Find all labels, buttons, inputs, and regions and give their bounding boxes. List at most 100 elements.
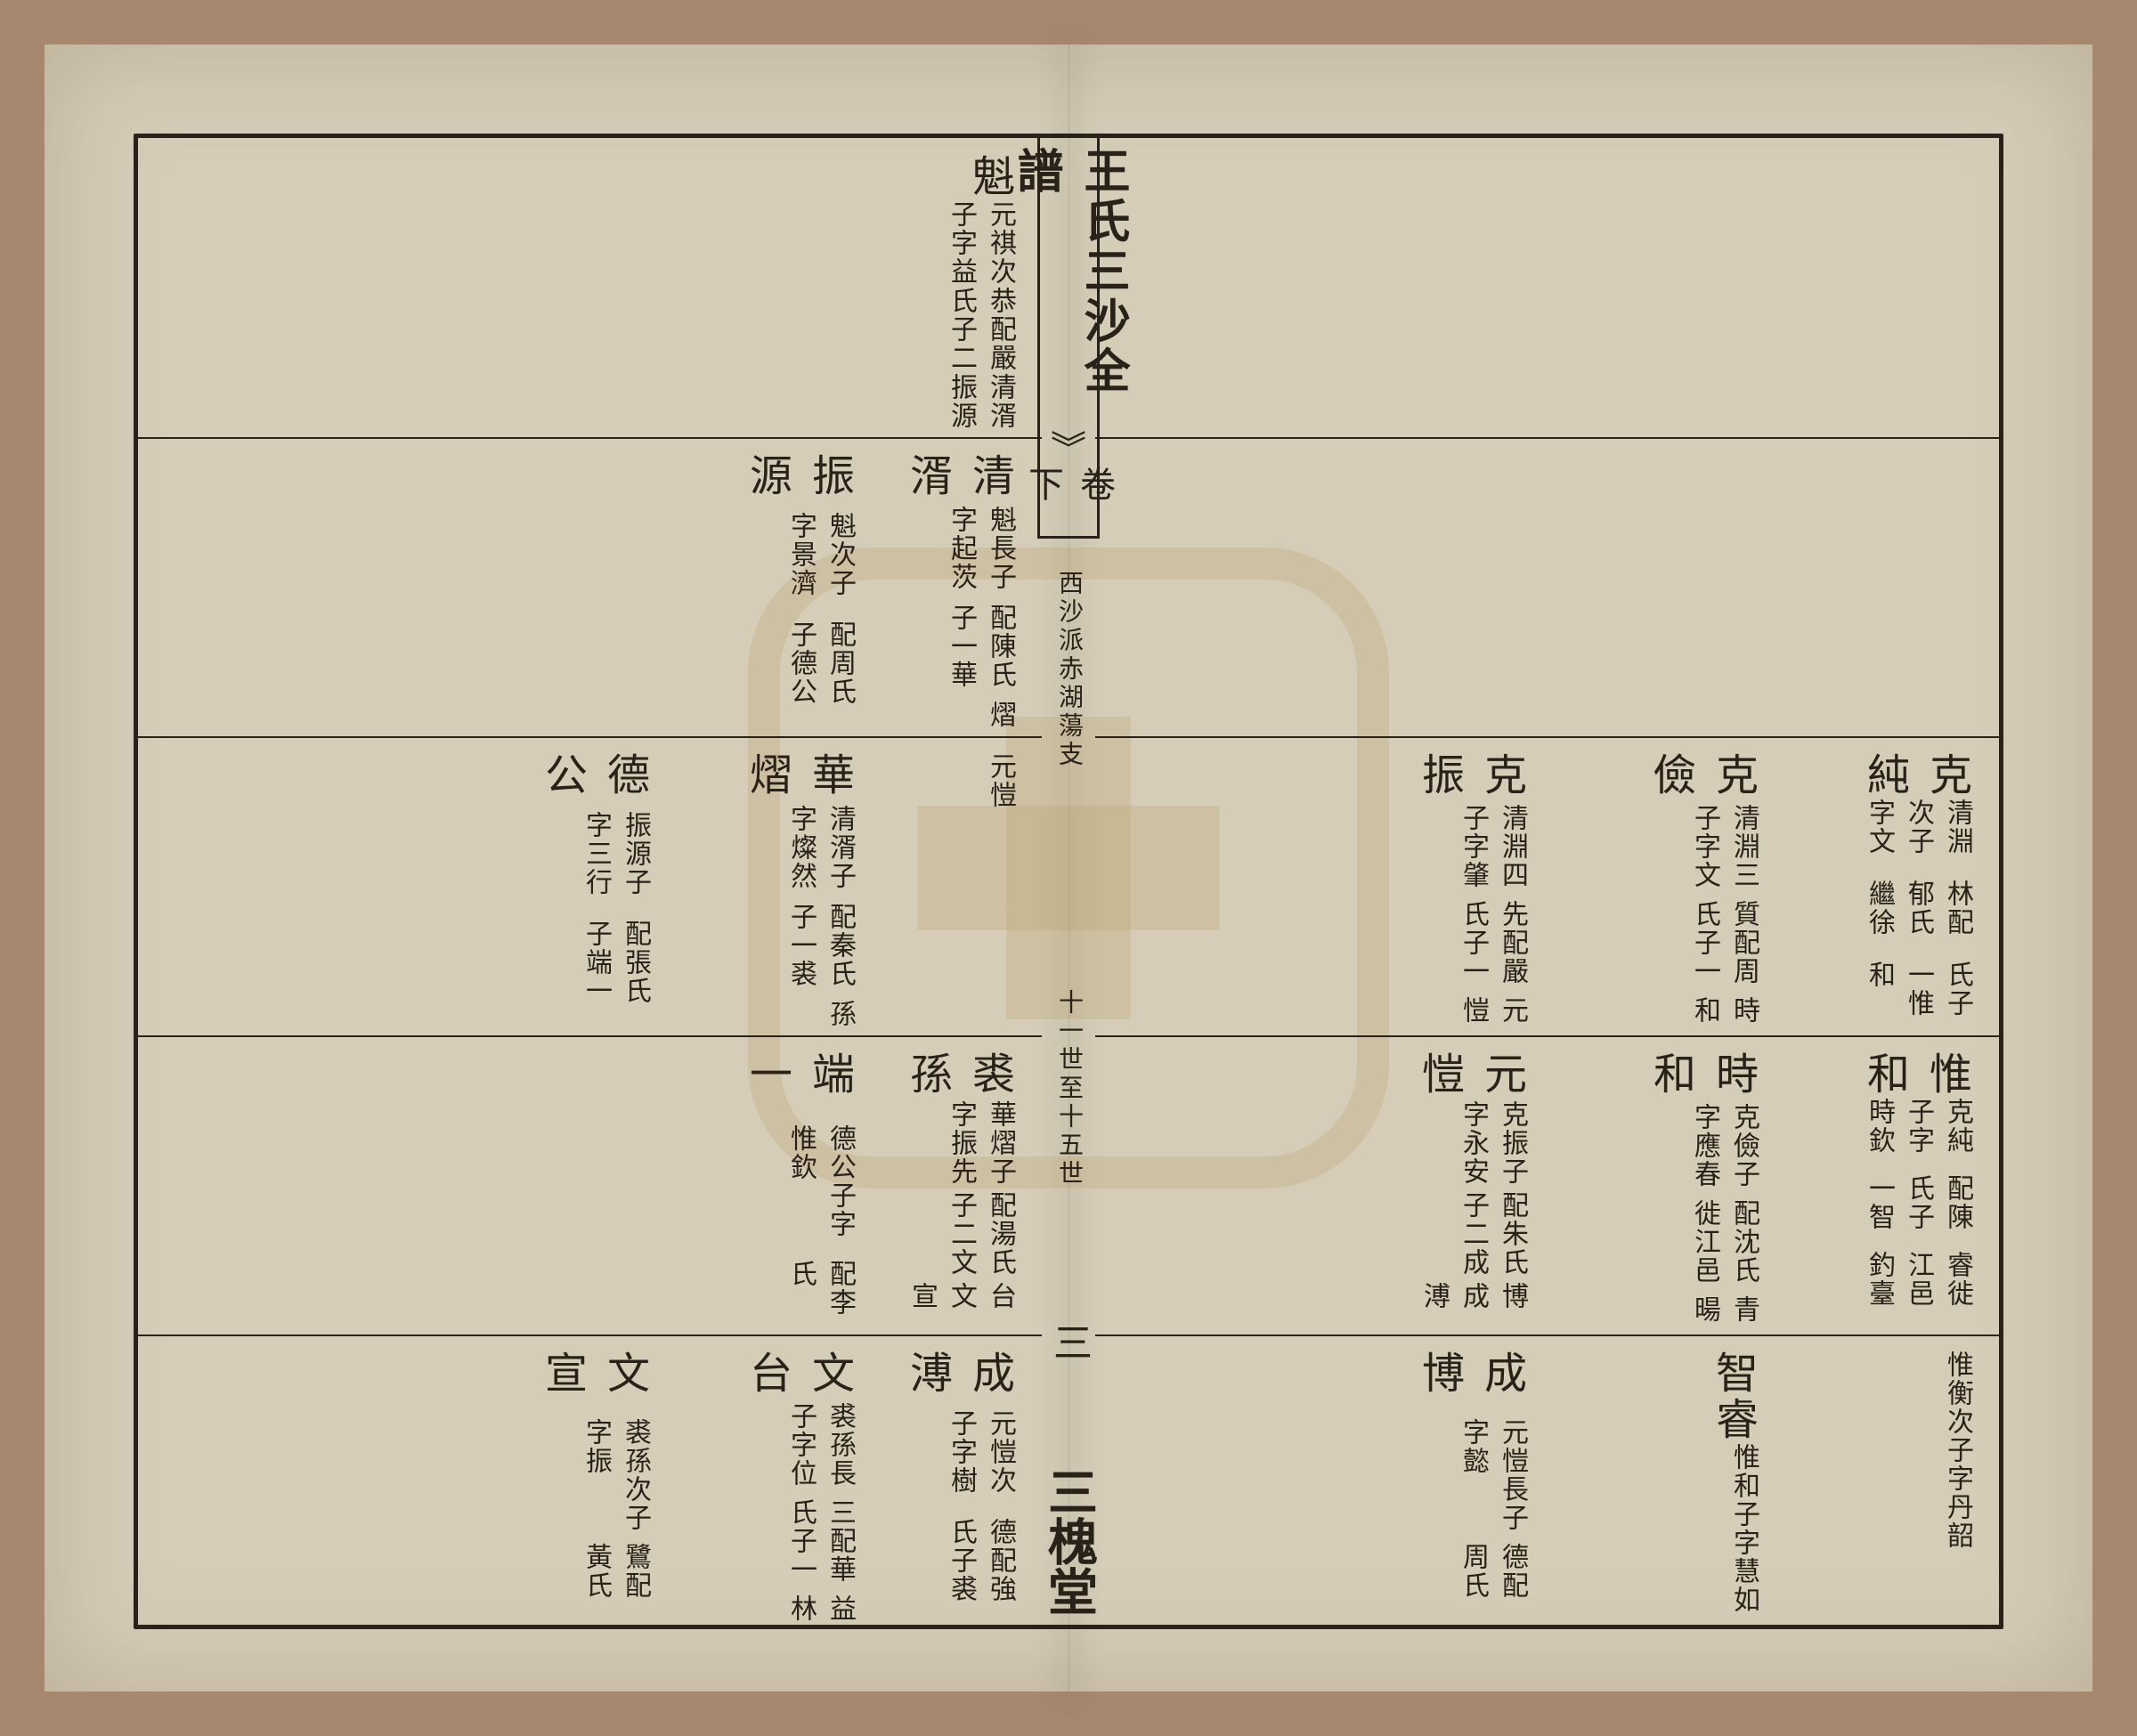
entry-detail-line: 華熠子字振先 xyxy=(941,1100,1020,1191)
row-divider xyxy=(138,1035,1042,1037)
entry-detail-line: 克純子字時欽 xyxy=(1859,1098,1977,1174)
row-divider xyxy=(138,437,1042,439)
entry-detail-line: 清淵次子字文 xyxy=(1859,799,1977,880)
paper-background: 王氏三沙全譜 ︾ 卷下 西沙派赤湖蕩支 十一世至十五世 三 三槐堂 克純清淵次子… xyxy=(45,45,2092,1691)
entry-detail-line: 清湑子字燦然 xyxy=(781,805,859,902)
genealogy-entry: 華熠清湑子字燦然配秦氏子一裘孫 xyxy=(731,743,859,1028)
entry-detail-line: 清淵三子字文 xyxy=(1685,804,1763,900)
genealogy-entry: 智睿惟和子字慧如 xyxy=(1697,1342,1763,1626)
genealogy-entry: 惟和克純子字時欽配陳氏子一智睿徙江邑釣臺 xyxy=(1849,1042,1977,1327)
entry-detail-line: 配朱氏子二成 xyxy=(1453,1191,1532,1282)
genealogy-entry: 文台裘孫長子字位三配華氏子一益林 xyxy=(731,1342,859,1626)
genealogy-entry: 惟衡次子字丹韶 xyxy=(1936,1342,1977,1626)
person-name: 克儉 xyxy=(1638,752,1763,804)
entry-detail-line: 台文宣 xyxy=(902,1282,1020,1327)
row-divider xyxy=(138,1334,1042,1336)
person-name: 魁 xyxy=(957,154,1020,200)
entry-detail-line: 裘孫長子字位 xyxy=(781,1402,859,1498)
entry-detail-line: 配陳氏子一華 xyxy=(941,604,1020,701)
entry-detail-line: 三配華氏子一 xyxy=(781,1498,859,1594)
genealogy-entry: 文宣裘孫次子字振鷺配黃氏 xyxy=(526,1342,654,1626)
genealogy-entry: 端一德公子字惟欽配李氏 xyxy=(731,1042,859,1327)
entry-detail-line: 清淵四子字肇 xyxy=(1453,804,1532,900)
entry-detail-line: 魁長子字起茨 xyxy=(941,506,1020,603)
entry-detail-line: 配沈氏徙江邑 xyxy=(1685,1199,1763,1295)
entry-detail-line: 韶 xyxy=(1938,1521,1977,1550)
entry-detail-line: 魁次子字景濟 xyxy=(781,512,859,621)
person-name: 清湑 xyxy=(895,453,1020,506)
genealogy-entry: 克純清淵次子字文林配郁氏繼徐氏子一惟和 xyxy=(1849,743,1977,1028)
left-page: 魁元祺次子字益恭配嚴氏子二清湑振源清湑魁長子字起茨配陳氏子一華熠振源魁次子字景濟… xyxy=(138,138,1042,1625)
hall-name: 三槐堂 xyxy=(1033,1466,1105,1616)
entry-detail-line: 青暘 xyxy=(1685,1295,1763,1327)
entry-detail-line: 睿徙江邑釣臺 xyxy=(1859,1251,1977,1327)
center-binding-strip: 王氏三沙全譜 ︾ 卷下 西沙派赤湖蕩支 十一世至十五世 三 三槐堂 xyxy=(1037,138,1100,1625)
row-divider xyxy=(1095,437,1999,439)
genealogy-entry: 裘孫華熠子字振先配湯氏子二文台文宣 xyxy=(891,1042,1020,1327)
entry-detail-line: 德配強氏子裘 xyxy=(941,1518,1020,1626)
entry-detail-line: 林配郁氏繼徐 xyxy=(1859,880,1977,961)
page-number: 三 xyxy=(1040,1322,1097,1361)
person-name: 文台 xyxy=(735,1351,859,1402)
entry-detail-line: 鷺配黃氏 xyxy=(576,1543,654,1626)
entry-detail-line: 清湑振源 xyxy=(941,373,1020,431)
person-name: 時和 xyxy=(1638,1051,1763,1103)
person-name: 成博 xyxy=(1407,1351,1532,1418)
entry-detail-line: 惟和子字慧如 xyxy=(1724,1443,1763,1614)
person-name: 裘孫 xyxy=(895,1051,1020,1100)
genealogy-entry: 克儉清淵三子字文質配周氏子一時和 xyxy=(1635,743,1763,1028)
row-divider xyxy=(138,736,1042,738)
row-divider xyxy=(1095,736,1999,738)
title-divider: ︾ xyxy=(1051,441,1086,458)
person-name: 振源 xyxy=(735,453,859,512)
entry-detail-line: 元愷 xyxy=(1453,996,1532,1028)
entry-detail-line: 先配嚴氏子一 xyxy=(1453,900,1532,996)
entry-detail-line: 元愷 xyxy=(980,752,1020,809)
person-name: 惟和 xyxy=(1852,1051,1977,1098)
row-divider xyxy=(1095,1334,1999,1336)
entry-detail-line: 配陳氏子一智 xyxy=(1859,1174,1977,1251)
genealogy-entry: 振源魁次子字景濟配周氏子德公 xyxy=(731,444,859,729)
right-page: 克純清淵次子字文林配郁氏繼徐氏子一惟和克儉清淵三子字文質配周氏子一時和克振清淵四… xyxy=(1095,138,1999,1625)
entry-detail-line: 元愷次子字樹 xyxy=(941,1409,1020,1518)
genealogy-entry: 時和克儉子字應春配沈氏徙江邑青暘 xyxy=(1635,1042,1763,1327)
person-name: 克振 xyxy=(1407,752,1532,804)
page-frame: 王氏三沙全譜 ︾ 卷下 西沙派赤湖蕩支 十一世至十五世 三 三槐堂 克純清淵次子… xyxy=(134,134,2003,1629)
center-mid-block: 西沙派赤湖蕩支 十一世至十五世 xyxy=(1037,543,1100,1215)
person-name: 成溥 xyxy=(895,1351,1020,1409)
genealogy-entry: 成溥元愷次子字樹德配強氏子裘 xyxy=(891,1342,1020,1626)
entry-detail-line: 德公子字惟欽 xyxy=(781,1124,859,1260)
person-name: 華熠 xyxy=(735,752,859,805)
genealogy-entry: 元愷克振子字永安配朱氏子二成博成溥 xyxy=(1403,1042,1532,1327)
person-name: 元愷 xyxy=(1407,1051,1532,1100)
generation-range: 十一世至十五世 xyxy=(1051,989,1086,1188)
entry-detail-line: 配李氏 xyxy=(781,1260,859,1327)
entry-detail-line: 時和 xyxy=(1685,996,1763,1028)
entry-detail-line: 配周氏子德公 xyxy=(781,621,859,729)
entry-detail-line: 配張氏子端一 xyxy=(576,920,654,1028)
entry-detail-line: 克儉子字應春 xyxy=(1685,1103,1763,1199)
genealogy-entry: 清湑魁長子字起茨配陳氏子一華熠 xyxy=(891,444,1020,729)
entry-detail-line: 博成溥 xyxy=(1414,1282,1532,1327)
genealogy-entry: 魁元祺次子字益恭配嚴氏子二清湑振源 xyxy=(939,145,1020,430)
person-name: 克純 xyxy=(1852,752,1977,799)
entry-detail-line: 裘孫次子字振 xyxy=(576,1418,654,1543)
person-name: 端一 xyxy=(735,1051,859,1124)
person-name: 智睿 xyxy=(1701,1351,1763,1443)
entry-detail-line: 益林 xyxy=(781,1594,859,1626)
entry-detail-line: 質配周氏子一 xyxy=(1685,900,1763,996)
entry-detail-line: 配秦氏子一裘 xyxy=(781,903,859,1000)
branch-name: 西沙派赤湖蕩支 xyxy=(1051,570,1086,769)
row-divider xyxy=(1095,1035,1999,1037)
genealogy-entry: 元愷 xyxy=(979,743,1020,1028)
entry-detail-line: 配湯氏子二文 xyxy=(941,1191,1020,1282)
entry-detail-line: 克振子字永安 xyxy=(1453,1100,1532,1191)
entry-detail-line: 熠 xyxy=(980,701,1020,729)
entry-detail-line: 振源子字三行 xyxy=(576,811,654,920)
entry-detail-line: 元愷長子字懿 xyxy=(1453,1418,1532,1543)
genealogy-entry: 成博元愷長子字懿德配周氏 xyxy=(1403,1342,1532,1626)
genealogy-entry: 德公振源子字三行配張氏子端一 xyxy=(526,743,654,1028)
center-bottom-block: 三 三槐堂 xyxy=(1037,1322,1100,1625)
entry-detail-line: 惟衡次子字丹 xyxy=(1938,1351,1977,1521)
entry-detail-line: 孫 xyxy=(820,1000,859,1028)
